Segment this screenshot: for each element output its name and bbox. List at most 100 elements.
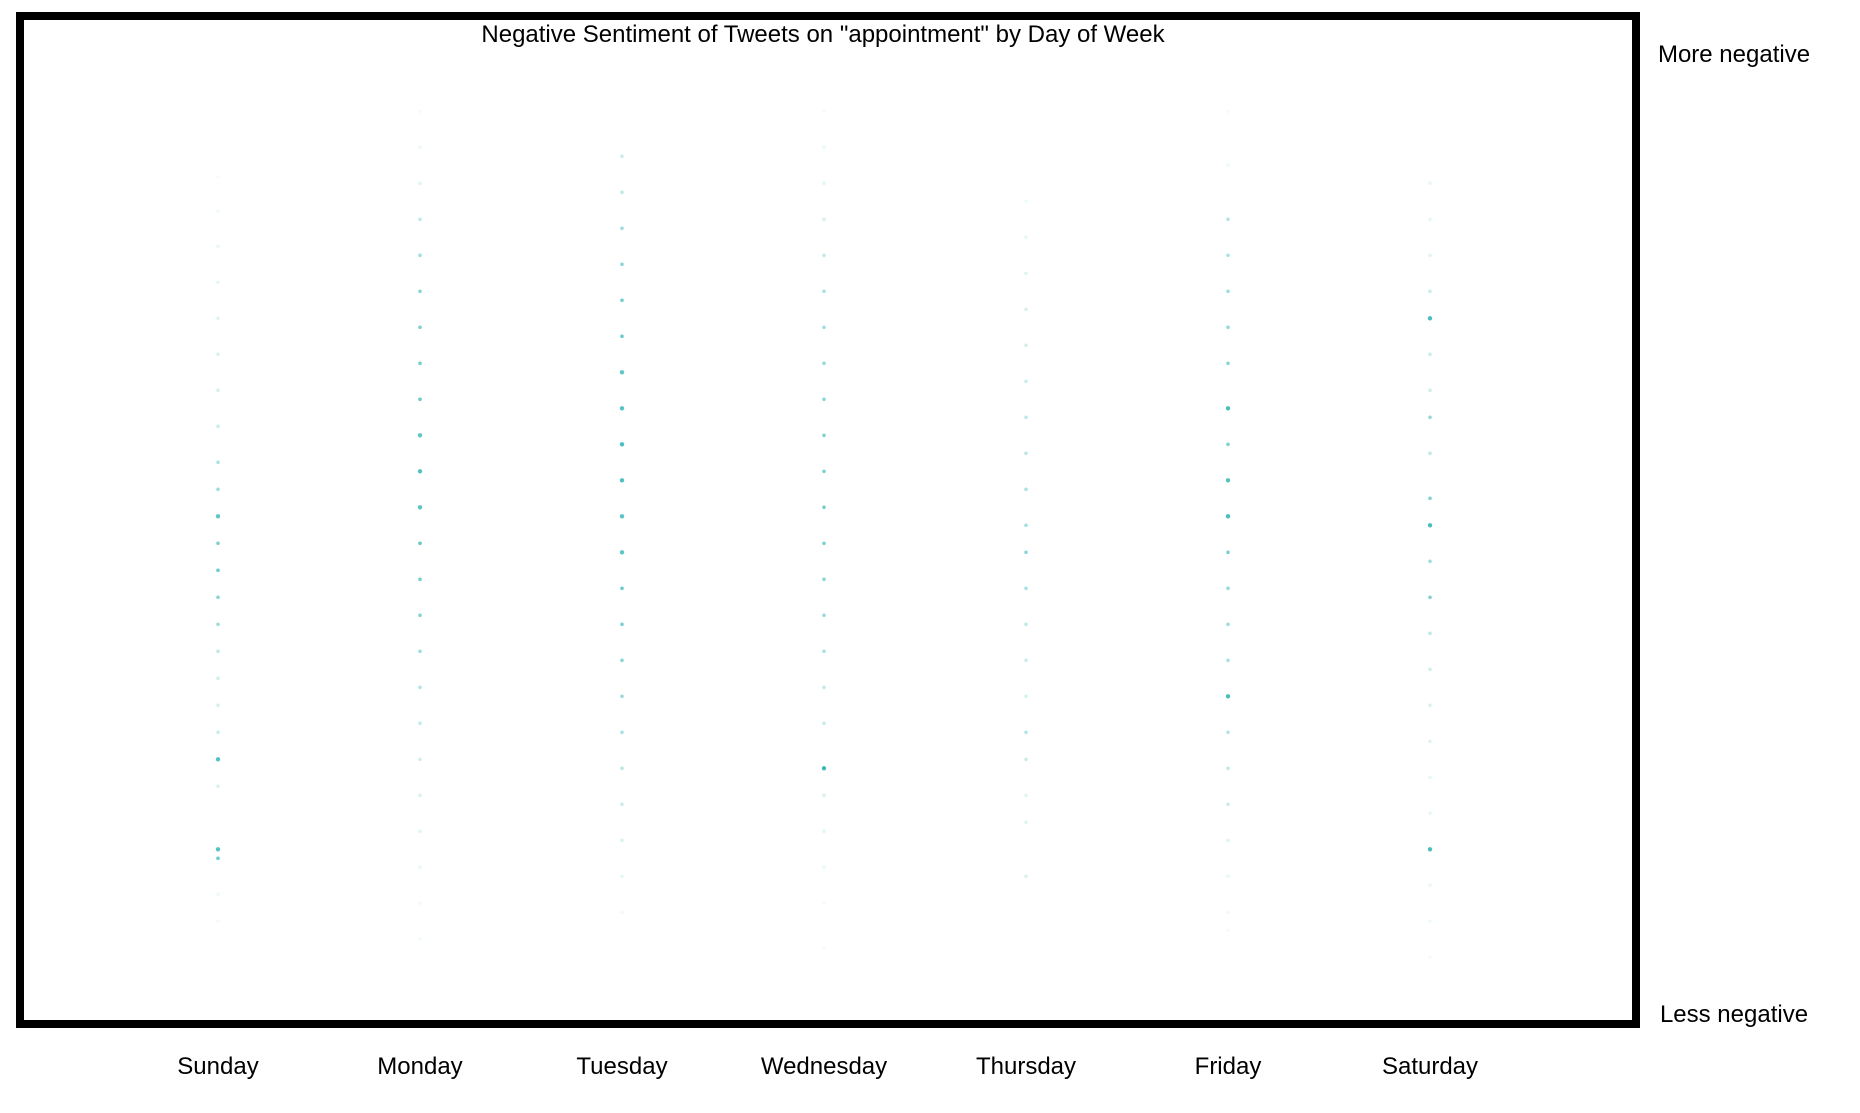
point-sunday-7 (216, 424, 220, 429)
point-tuesday-10 (619, 514, 625, 519)
point-friday-18 (1226, 802, 1230, 807)
point-friday-3 (1226, 253, 1230, 258)
point-wednesday-14 (822, 613, 826, 618)
point-monday-0 (418, 109, 422, 114)
point-tuesday-15 (620, 694, 624, 699)
point-friday-20 (1226, 874, 1230, 879)
point-sunday-13 (216, 595, 220, 600)
point-sunday-9 (216, 487, 220, 492)
point-monday-23 (418, 937, 422, 942)
point-sunday-0 (216, 175, 220, 179)
point-monday-21 (418, 865, 422, 870)
point-thursday-11 (1024, 586, 1028, 591)
point-wednesday-20 (822, 829, 826, 834)
point-saturday-8 (1428, 451, 1432, 456)
point-saturday-0 (1428, 181, 1432, 186)
point-thursday-4 (1024, 343, 1028, 348)
point-friday-11 (1226, 550, 1230, 555)
point-thursday-0 (1024, 199, 1028, 204)
point-tuesday-3 (620, 262, 624, 267)
point-monday-5 (418, 289, 422, 294)
point-friday-14 (1226, 658, 1230, 663)
point-wednesday-1 (822, 145, 826, 150)
point-friday-16 (1226, 730, 1230, 735)
point-sunday-22 (216, 856, 220, 861)
point-tuesday-18 (620, 802, 624, 807)
point-wednesday-0 (822, 109, 826, 114)
point-wednesday-12 (822, 541, 826, 546)
point-tuesday-16 (620, 730, 624, 735)
x-tick-label-saturday: Saturday (1382, 1053, 1478, 1080)
point-wednesday-15 (822, 649, 826, 654)
point-thursday-18 (1024, 820, 1028, 825)
point-wednesday-17 (822, 721, 826, 726)
point-sunday-4 (216, 316, 220, 321)
point-saturday-21 (1428, 919, 1432, 924)
point-wednesday-16 (822, 685, 826, 690)
point-monday-8 (418, 397, 422, 402)
point-thursday-1 (1024, 235, 1028, 240)
point-tuesday-19 (620, 838, 624, 843)
point-thursday-15 (1024, 730, 1028, 735)
point-friday-15 (1225, 694, 1231, 699)
point-wednesday-19 (822, 793, 826, 798)
point-saturday-5 (1428, 352, 1432, 357)
point-monday-12 (418, 541, 422, 546)
point-friday-13 (1226, 622, 1230, 627)
x-tick-label-thursday: Thursday (976, 1053, 1076, 1080)
point-thursday-6 (1024, 415, 1028, 420)
point-saturday-16 (1428, 739, 1432, 744)
point-wednesday-5 (822, 289, 826, 294)
point-wednesday-9 (822, 433, 826, 438)
point-saturday-15 (1428, 703, 1432, 708)
point-monday-6 (418, 325, 422, 330)
point-thursday-14 (1024, 694, 1028, 699)
point-saturday-7 (1428, 415, 1432, 420)
point-monday-20 (418, 829, 422, 834)
chart-title: Negative Sentiment of Tweets on "appoint… (481, 21, 1165, 48)
point-thursday-10 (1024, 550, 1028, 555)
point-friday-5 (1226, 325, 1230, 330)
point-sunday-2 (216, 244, 220, 249)
y-label-less-negative: Less negative (1660, 1001, 1808, 1028)
x-tick-label-friday: Friday (1195, 1053, 1262, 1080)
point-sunday-1 (216, 209, 220, 213)
point-thursday-19 (1024, 874, 1028, 879)
point-friday-4 (1226, 289, 1230, 294)
point-sunday-23 (216, 892, 220, 897)
point-wednesday-10 (822, 469, 826, 474)
point-monday-15 (418, 649, 422, 654)
point-wednesday-6 (822, 325, 826, 330)
point-tuesday-6 (619, 370, 625, 375)
point-tuesday-7 (619, 406, 625, 411)
point-wednesday-2 (822, 181, 826, 186)
point-monday-16 (418, 685, 422, 690)
point-thursday-13 (1024, 658, 1028, 663)
point-saturday-10 (1427, 523, 1433, 528)
point-saturday-6 (1428, 388, 1432, 393)
point-thursday-17 (1024, 793, 1028, 798)
point-sunday-24 (216, 919, 220, 924)
point-tuesday-5 (620, 334, 624, 339)
point-sunday-17 (216, 703, 220, 708)
point-sunday-15 (216, 649, 220, 654)
x-tick-labels: Sunday Monday Tuesday Wednesday Thursday Frid… (177, 1053, 1478, 1080)
points-layer (215, 109, 1433, 960)
point-friday-17 (1226, 766, 1230, 771)
point-saturday-9 (1428, 496, 1432, 501)
point-sunday-6 (216, 388, 220, 393)
point-saturday-3 (1428, 289, 1432, 294)
point-sunday-19 (215, 757, 221, 762)
point-tuesday-12 (620, 586, 624, 591)
point-saturday-19 (1427, 847, 1433, 852)
point-saturday-11 (1428, 559, 1432, 564)
point-wednesday-23 (822, 946, 826, 951)
point-monday-3 (418, 217, 422, 222)
x-tick-label-monday: Monday (377, 1053, 462, 1080)
point-monday-4 (418, 253, 422, 258)
point-friday-6 (1226, 361, 1230, 366)
point-thursday-7 (1024, 451, 1028, 456)
point-monday-2 (418, 181, 422, 186)
